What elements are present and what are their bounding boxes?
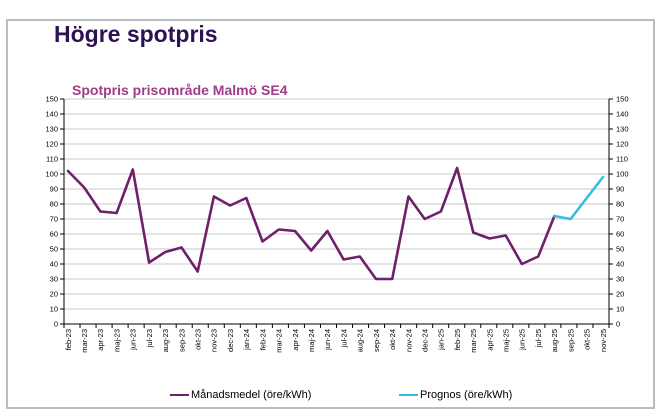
x-axis-label: jan-24 bbox=[242, 329, 251, 351]
y-axis-label-left: 20 bbox=[50, 290, 58, 299]
x-axis-label: jul-23 bbox=[145, 329, 154, 348]
y-axis-label-right: 100 bbox=[616, 170, 629, 179]
y-axis-label-right: 20 bbox=[616, 290, 624, 299]
y-axis-label-right: 10 bbox=[616, 305, 624, 314]
x-axis-label: maj-24 bbox=[307, 329, 316, 352]
x-axis-label: okt-23 bbox=[193, 329, 202, 350]
x-axis-label: feb-24 bbox=[258, 329, 267, 350]
y-axis-label-left: 60 bbox=[50, 230, 58, 239]
x-axis-label: sep-25 bbox=[566, 329, 575, 352]
manadsmedel-line-swatch bbox=[170, 394, 189, 396]
x-axis-label: okt-24 bbox=[388, 329, 397, 350]
x-axis-label: jul-24 bbox=[339, 329, 348, 348]
y-axis-label-left: 110 bbox=[46, 155, 58, 164]
y-axis-label-left: 40 bbox=[50, 260, 58, 269]
x-axis-label: sep-24 bbox=[372, 329, 381, 352]
legend-label-prognos: Prognos (öre/kWh) bbox=[420, 389, 513, 401]
x-axis-label: mar-23 bbox=[80, 329, 89, 353]
y-axis-label-left: 150 bbox=[45, 95, 58, 104]
x-axis-label: feb-23 bbox=[64, 329, 73, 350]
y-axis-label-right: 50 bbox=[616, 245, 624, 254]
x-axis-label: jul-25 bbox=[534, 329, 543, 348]
chart-title: Spotpris prisområde Malmö SE4 bbox=[72, 82, 288, 98]
x-axis-label: maj-23 bbox=[112, 329, 121, 352]
x-axis-label: nov-24 bbox=[404, 329, 413, 352]
y-axis-label-right: 150 bbox=[616, 95, 629, 104]
x-axis-label: dec-23 bbox=[226, 329, 235, 352]
x-axis-label: maj-25 bbox=[502, 329, 511, 352]
y-axis-label-right: 90 bbox=[616, 185, 624, 194]
legend-item-manadsmedel: Månadsmedel (öre/kWh) bbox=[170, 389, 311, 401]
y-axis-label-right: 30 bbox=[616, 275, 624, 284]
y-axis-label-right: 80 bbox=[616, 200, 624, 209]
x-axis-label: aug-24 bbox=[356, 329, 365, 352]
x-axis-label: jun-24 bbox=[323, 329, 332, 351]
chart-legend: Månadsmedel (öre/kWh) Prognos (öre/kWh) bbox=[8, 389, 667, 409]
hogre-spotpris-panel: Högre spotpris Spotpris prisområde Malmö… bbox=[6, 19, 655, 409]
x-axis-label: apr-24 bbox=[291, 329, 300, 351]
y-axis-label-left: 120 bbox=[45, 140, 58, 149]
x-axis-label: apr-23 bbox=[96, 329, 105, 351]
spotpris-chart: 0 0 10 10 20 20 30 30 40 40 50 50 60 60 70 70 80 80 90 90 10… bbox=[45, 95, 629, 353]
x-axis-label: dec-24 bbox=[420, 329, 429, 352]
page-title: Högre spotpris bbox=[46, 21, 226, 47]
y-axis-label-left: 90 bbox=[50, 185, 58, 194]
y-axis-label-right: 70 bbox=[616, 215, 624, 224]
y-axis-label-left: 50 bbox=[50, 245, 58, 254]
x-axis-label: jun-23 bbox=[129, 329, 138, 351]
manadsmedel-line bbox=[66, 166, 556, 281]
prognos-line bbox=[553, 175, 605, 221]
x-axis-label: nov-23 bbox=[210, 329, 219, 352]
x-axis-label: jan-25 bbox=[437, 329, 446, 351]
y-axis-label-left: 100 bbox=[45, 170, 58, 179]
y-axis-label-right: 120 bbox=[616, 140, 629, 149]
y-axis-label-left: 130 bbox=[45, 125, 58, 134]
y-axis-label-right: 40 bbox=[616, 260, 624, 269]
y-axis-label-left: 10 bbox=[50, 305, 58, 314]
x-axis-label: mar-25 bbox=[469, 329, 478, 353]
x-axis-label: apr-25 bbox=[485, 329, 494, 351]
x-axis-label: nov-25 bbox=[599, 329, 608, 352]
legend-item-prognos: Prognos (öre/kWh) bbox=[399, 389, 512, 401]
x-axis-label: mar-24 bbox=[275, 329, 284, 353]
legend-label-manadsmedel: Månadsmedel (öre/kWh) bbox=[191, 389, 312, 401]
x-axis-label: okt-25 bbox=[583, 329, 592, 350]
y-axis-label-left: 30 bbox=[50, 275, 58, 284]
y-axis-label-right: 60 bbox=[616, 230, 624, 239]
x-axis-label: feb-25 bbox=[453, 329, 462, 350]
x-axis-label: jun-25 bbox=[518, 329, 527, 351]
y-axis-label-right: 130 bbox=[616, 125, 629, 134]
x-axis-label: sep-23 bbox=[177, 329, 186, 352]
y-axis-label-right: 110 bbox=[616, 155, 628, 164]
x-axis-label: aug-23 bbox=[161, 329, 170, 352]
y-axis-label-left: 70 bbox=[50, 215, 58, 224]
y-axis-label-right: 0 bbox=[616, 320, 620, 329]
y-axis-label-right: 140 bbox=[616, 110, 629, 119]
y-axis-label-left: 0 bbox=[54, 320, 58, 329]
y-axis-label-left: 80 bbox=[50, 200, 58, 209]
x-axis-label: aug-25 bbox=[550, 329, 559, 352]
y-axis-label-left: 140 bbox=[45, 110, 58, 119]
prognos-line-swatch bbox=[399, 394, 418, 396]
